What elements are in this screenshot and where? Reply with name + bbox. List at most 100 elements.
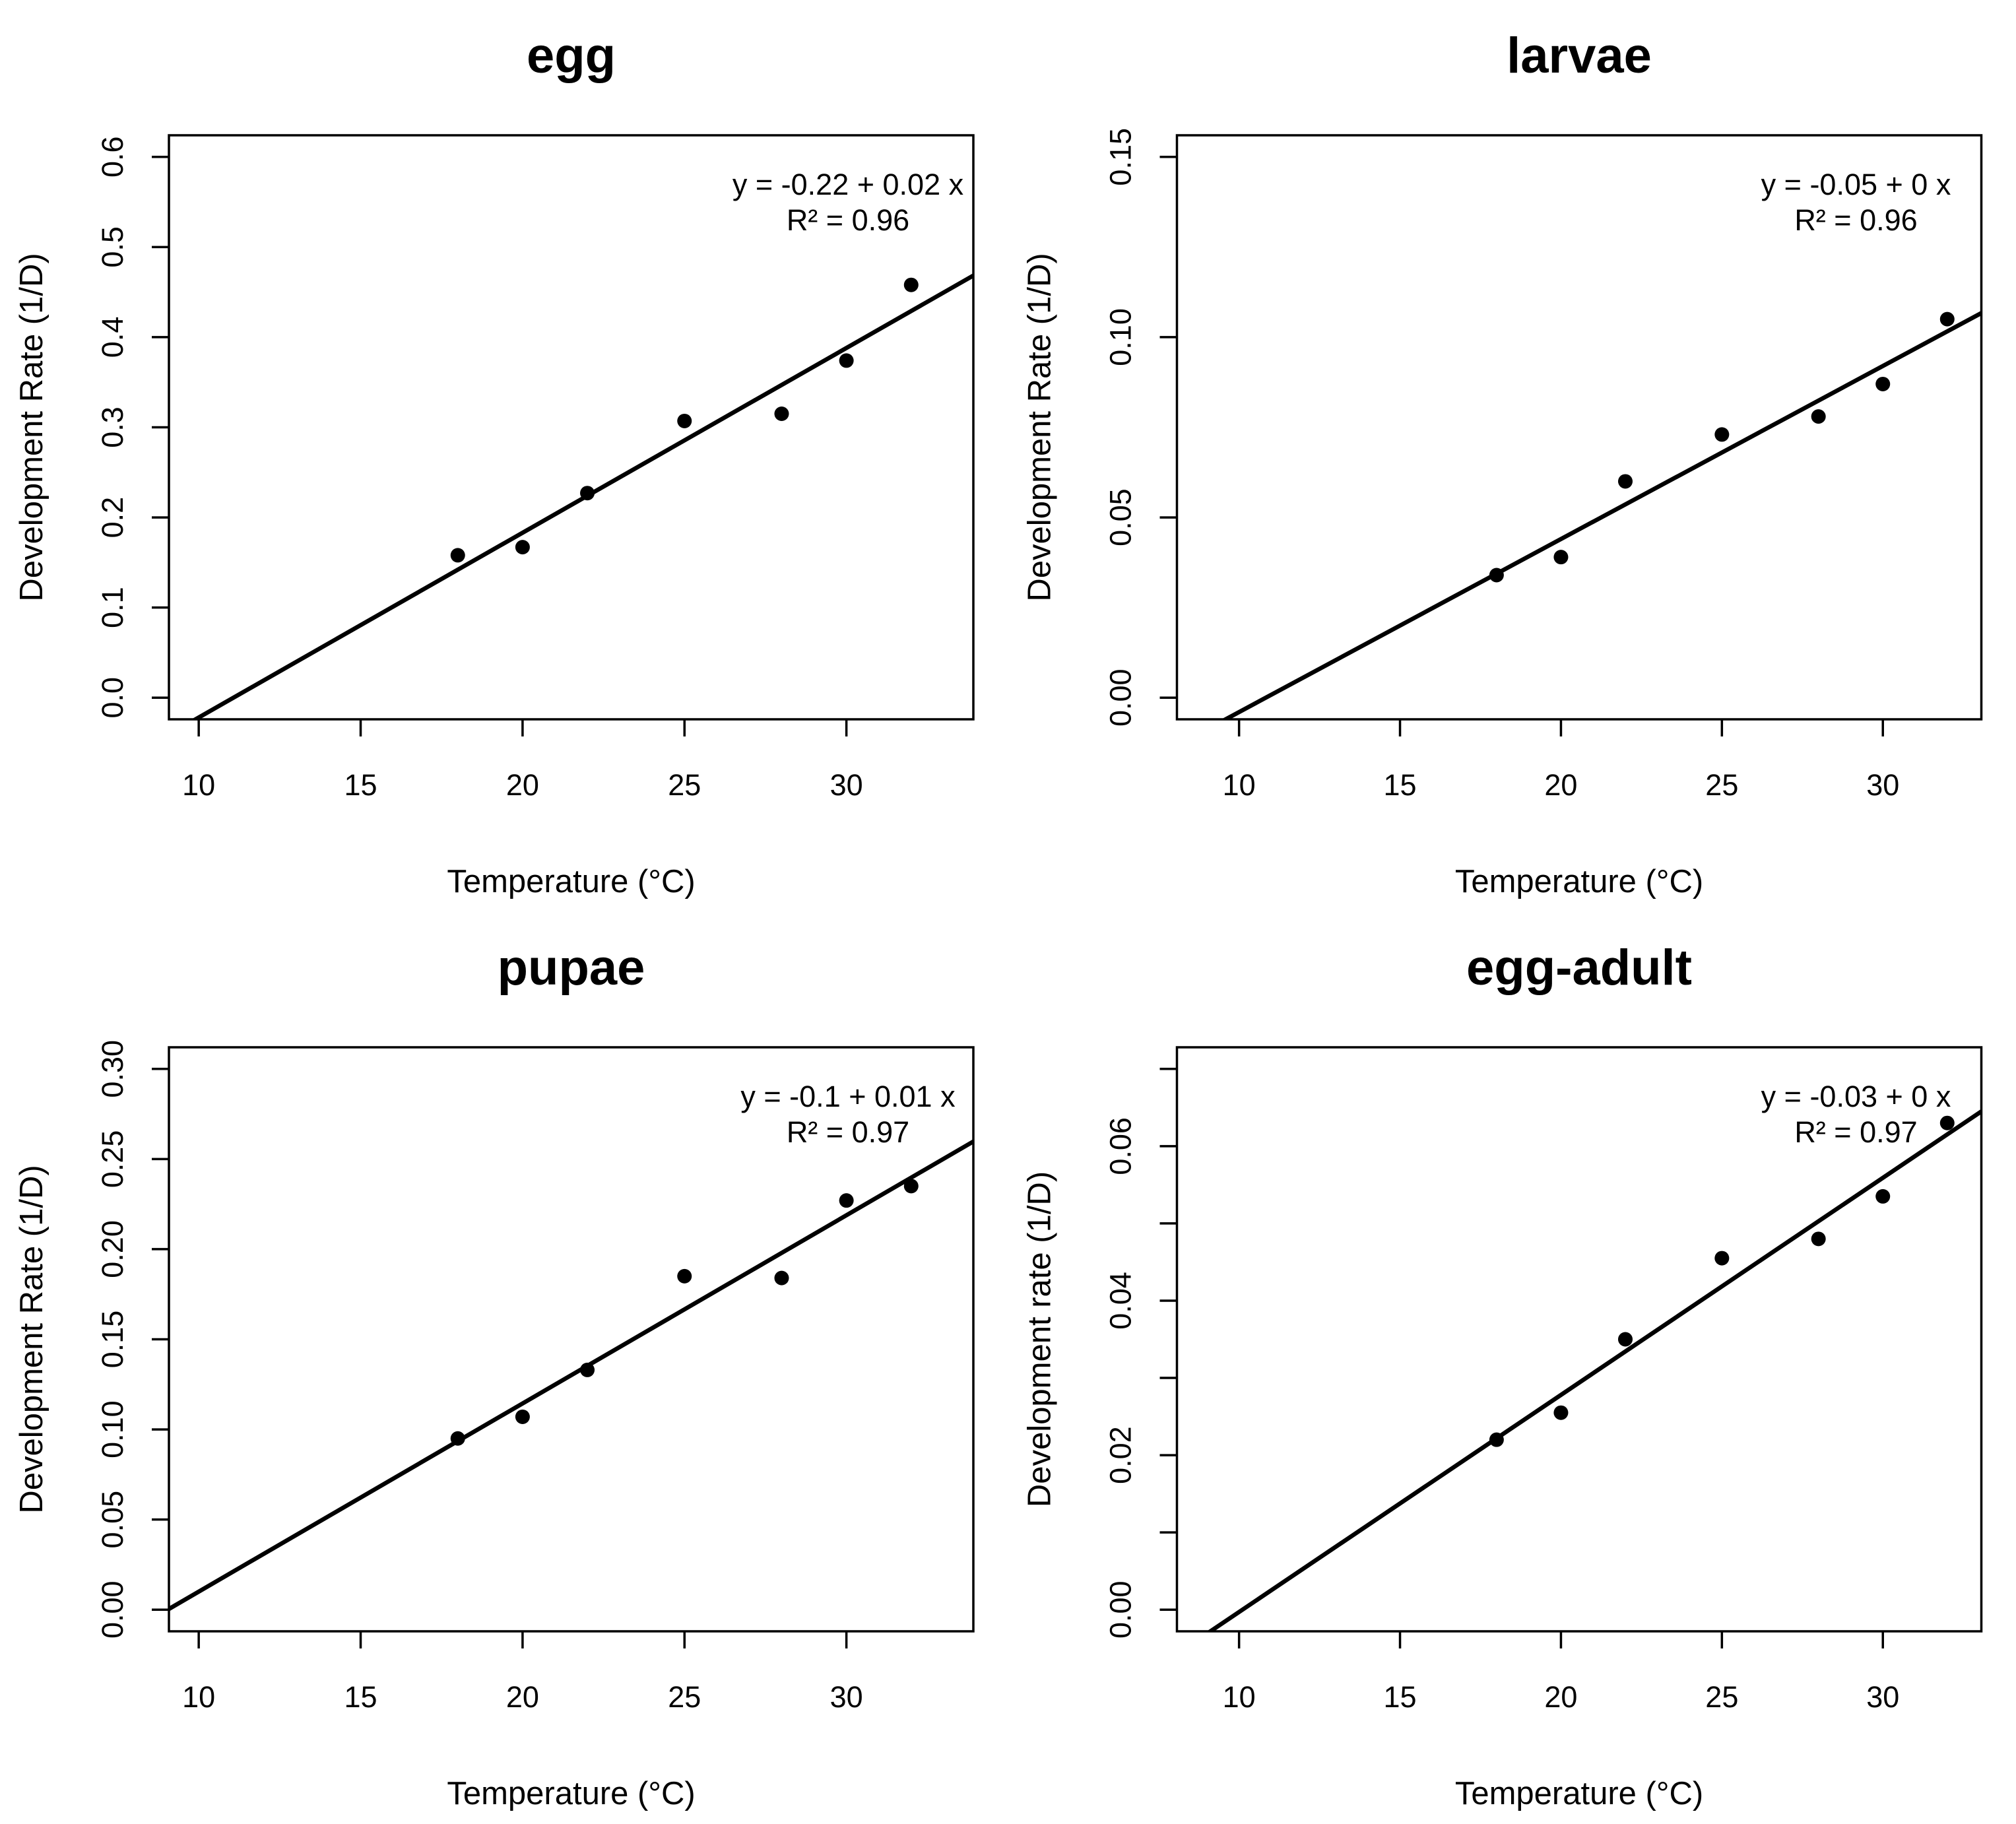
x-axis-label: Temperature (°C) <box>1455 1776 1703 1811</box>
x-tick-label: 10 <box>182 768 215 802</box>
data-point <box>1489 568 1504 583</box>
x-axis-label: Temperature (°C) <box>447 1776 695 1811</box>
data-point <box>450 1431 465 1446</box>
data-point <box>1617 1332 1633 1347</box>
x-tick-label: 25 <box>668 1680 701 1714</box>
regression-line <box>1221 311 1982 719</box>
x-tick-label: 30 <box>1866 768 1899 802</box>
y-tick-label: 0.2 <box>96 497 129 538</box>
data-point <box>450 548 465 563</box>
y-tick-label: 0.02 <box>1104 1426 1138 1484</box>
x-tick-label: 30 <box>830 768 863 802</box>
data-point <box>677 413 692 428</box>
x-tick-label: 10 <box>182 1680 215 1714</box>
data-point <box>903 1179 919 1194</box>
r-squared-label: R² = 0.97 <box>787 1115 909 1149</box>
regression-line <box>191 273 973 719</box>
y-tick-label: 0.00 <box>1104 668 1138 727</box>
y-tick-label: 0.04 <box>1104 1272 1138 1330</box>
x-tick-label: 15 <box>344 768 377 802</box>
regression-line <box>169 1139 973 1611</box>
y-tick-label: 0.15 <box>1104 128 1138 186</box>
data-point <box>1875 376 1891 391</box>
data-point <box>1489 1432 1504 1447</box>
panel-background <box>1008 912 2016 1824</box>
data-point <box>774 407 789 422</box>
y-tick-label: 0.10 <box>1104 308 1138 366</box>
data-point <box>839 353 854 368</box>
data-point <box>1714 427 1730 442</box>
chart-title: larvae <box>1507 28 1652 84</box>
x-tick-label: 15 <box>1384 1680 1417 1714</box>
chart-egg: egg 10 15 20 25 30 0.0 0.1 0.2 0.3 0.4 0.5 0.6 Temper… <box>0 0 1008 912</box>
panel-egg-adult: egg-adult 10 15 20 25 30 0.00 0.02 0.04 0.06 Tempe… <box>1008 912 2016 1824</box>
y-tick-label: 0.15 <box>96 1311 129 1369</box>
data-point <box>1617 474 1633 489</box>
data-point <box>1553 550 1569 565</box>
y-tick-label: 0.10 <box>96 1400 129 1458</box>
r-squared-label: R² = 0.97 <box>1794 1115 1917 1149</box>
data-point <box>677 1268 692 1284</box>
fit-equation-label: y = -0.22 + 0.02 x <box>732 168 964 201</box>
data-point <box>580 486 595 501</box>
x-tick-label: 15 <box>344 1680 377 1714</box>
chart-larvae: larvae 10 15 20 25 30 0.00 0.05 0.10 0.15 Temperat… <box>1008 0 2016 912</box>
chart-title: pupae <box>498 940 645 996</box>
data-point <box>774 1270 789 1286</box>
y-axis-label: Development Rate (1/D) <box>14 253 49 601</box>
y-tick-label: 0.05 <box>1104 488 1138 546</box>
y-tick-label: 0.1 <box>96 587 129 628</box>
data-point <box>515 540 530 555</box>
y-axis-label: Development Rate (1/D) <box>14 1165 49 1513</box>
y-tick-label: 0.30 <box>96 1040 129 1098</box>
x-axis-label: Temperature (°C) <box>1455 864 1703 899</box>
x-tick-label: 25 <box>1705 768 1738 802</box>
x-tick-label: 20 <box>506 1680 539 1714</box>
y-axis-label: Development rate (1/D) <box>1022 1171 1058 1507</box>
panel-egg: egg 10 15 20 25 30 0.0 0.1 0.2 0.3 0.4 0.5 0.6 Temper… <box>0 0 1008 912</box>
y-tick-label: 0.4 <box>96 317 129 358</box>
plot-box <box>1175 1046 1983 1633</box>
panel-larvae: larvae 10 15 20 25 30 0.00 0.05 0.10 0.15 Temperat… <box>1008 0 2016 912</box>
fit-equation-label: y = -0.1 + 0.01 x <box>740 1080 956 1113</box>
y-tick-label: 0.3 <box>96 407 129 448</box>
y-tick-label: 0.20 <box>96 1220 129 1278</box>
data-point <box>839 1193 854 1208</box>
data-point <box>1811 1231 1826 1247</box>
x-tick-label: 20 <box>506 768 539 802</box>
x-tick-label: 25 <box>1705 1680 1738 1714</box>
chart-title: egg <box>527 28 616 84</box>
y-tick-label: 0.06 <box>1104 1117 1138 1175</box>
y-tick-label: 0.5 <box>96 226 129 268</box>
data-point <box>580 1362 595 1377</box>
data-point <box>1939 1115 1955 1130</box>
x-tick-label: 20 <box>1544 1680 1577 1714</box>
data-point <box>1553 1405 1569 1420</box>
x-tick-label: 10 <box>1223 1680 1256 1714</box>
x-tick-label: 15 <box>1384 768 1417 802</box>
x-axis-label: Temperature (°C) <box>447 864 695 899</box>
plot-box <box>1175 134 1983 721</box>
y-tick-label: 0.0 <box>96 677 129 719</box>
fit-equation-label: y = -0.05 + 0 x <box>1761 168 1951 201</box>
r-squared-label: R² = 0.96 <box>1794 203 1917 237</box>
data-point <box>1875 1189 1891 1204</box>
chart-title: egg-adult <box>1466 940 1692 996</box>
data-point <box>903 277 919 292</box>
y-tick-label: 0.05 <box>96 1491 129 1549</box>
panel-background <box>1008 0 2016 912</box>
data-point <box>515 1409 530 1424</box>
x-tick-label: 30 <box>1866 1680 1899 1714</box>
y-axis-label: Development Rate (1/D) <box>1022 253 1058 601</box>
r-squared-label: R² = 0.96 <box>787 203 909 237</box>
x-tick-label: 25 <box>668 768 701 802</box>
data-point <box>1939 311 1955 327</box>
data-point <box>1811 409 1826 424</box>
x-tick-label: 30 <box>830 1680 863 1714</box>
chart-egg-adult: egg-adult 10 15 20 25 30 0.00 0.02 0.04 0.06 Tempe… <box>1008 912 2016 1824</box>
y-tick-label: 0.00 <box>1104 1580 1138 1639</box>
x-tick-label: 20 <box>1544 768 1577 802</box>
y-tick-label: 0.6 <box>96 136 129 178</box>
x-tick-label: 10 <box>1223 768 1256 802</box>
